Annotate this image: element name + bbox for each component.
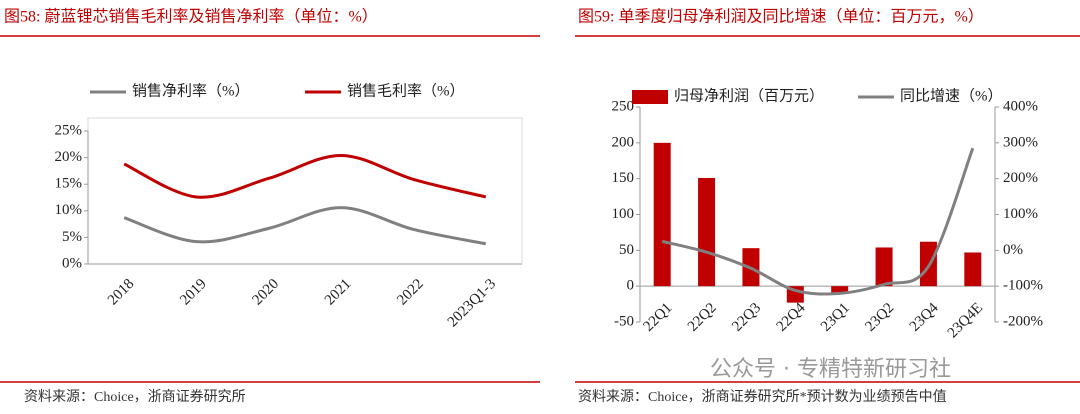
x-tick-label: 2020: [250, 276, 283, 309]
y-tick-label: -50: [614, 313, 634, 329]
y2-tick-label: -200%: [1003, 313, 1043, 329]
y2-tick-label: 100%: [1003, 206, 1038, 222]
y-tick-label: 15%: [55, 176, 83, 192]
bar: [875, 247, 893, 287]
x-tick-label: 2023Q1-3: [445, 276, 499, 330]
x-tick-label: 2019: [177, 276, 210, 309]
legend-label: 销售毛利率（%）: [347, 82, 465, 99]
source: 资料来源：Choice，浙商证券研究所*预计数为业绩预告中值: [578, 389, 947, 405]
bar: [964, 252, 982, 287]
x-tick-label: 23Q1: [818, 300, 853, 335]
y-tick-label: 250: [612, 98, 635, 114]
x-tick-label: 23Q2: [862, 300, 897, 335]
y2-tick-label: 300%: [1003, 134, 1038, 150]
x-tick-label: 23Q4E: [945, 300, 986, 341]
figure-title: 图59: 单季度归母净利润及同比增速（单位：百万元，%）: [578, 8, 984, 26]
line: [123, 206, 487, 246]
y-tick-label: 10%: [55, 202, 83, 218]
y-tick-label: 100: [612, 206, 635, 222]
legend-label: 同比增速（%）: [900, 87, 1003, 104]
x-tick-label: 22Q1: [641, 300, 676, 335]
y2-tick-label: 200%: [1003, 170, 1038, 186]
source: 资料来源：Choice，浙商证券研究所: [24, 389, 246, 405]
bar: [698, 177, 716, 287]
x-tick-label: 2022: [394, 276, 427, 309]
legend-swatch: [632, 90, 668, 104]
legend-label: 归母净利润（百万元）: [674, 87, 824, 104]
bar: [831, 286, 849, 294]
x-tick-label: 2018: [105, 276, 138, 309]
y-tick-label: 25%: [55, 122, 83, 138]
y2-tick-label: 0%: [1003, 242, 1023, 258]
y2-tick-label: -100%: [1003, 278, 1043, 294]
figure-title: 图58: 蔚蓝锂芯销售毛利率及销售净利率（单位：%）: [4, 8, 378, 26]
y-tick-label: 0%: [62, 255, 82, 271]
line: [661, 147, 975, 296]
y-tick-label: 150: [612, 170, 635, 186]
x-tick-label: 2021: [322, 276, 355, 309]
watermark: 公众号 · 专精特新研习社: [710, 357, 951, 382]
x-tick-label: 22Q2: [685, 300, 720, 335]
y-tick-label: 20%: [55, 149, 83, 165]
y-tick-label: 200: [612, 134, 635, 150]
x-tick-label: 22Q4: [774, 300, 809, 335]
bar: [653, 142, 671, 287]
legend-label: 销售净利率（%）: [132, 82, 250, 99]
y-tick-label: 0: [627, 278, 635, 294]
line: [123, 153, 487, 199]
y-tick-label: 5%: [62, 229, 82, 245]
x-tick-label: 23Q4: [907, 300, 942, 335]
y2-tick-label: 400%: [1003, 98, 1038, 114]
x-tick-label: 22Q3: [729, 300, 764, 335]
y-tick-label: 50: [619, 242, 634, 258]
